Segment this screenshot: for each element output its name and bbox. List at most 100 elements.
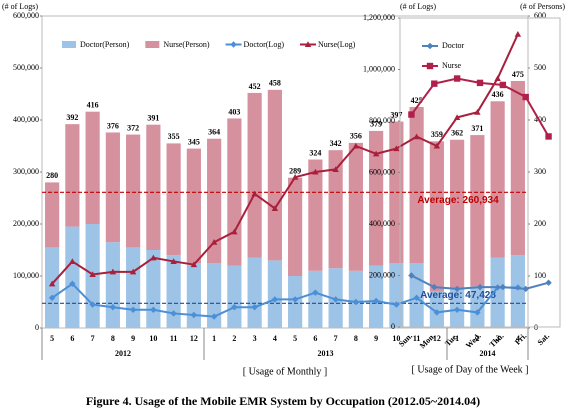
y-tick-label: 800,000 bbox=[369, 116, 395, 125]
marker bbox=[426, 62, 434, 70]
total-label: 392 bbox=[66, 113, 78, 122]
total-label: 280 bbox=[46, 171, 58, 180]
x-tick-label: 7 bbox=[334, 334, 338, 343]
y-tick-label: 1,200,000 bbox=[363, 13, 395, 22]
bar bbox=[510, 255, 525, 328]
bar bbox=[470, 286, 485, 328]
y-tick-label: 600,000 bbox=[369, 167, 395, 176]
x-tick-label: 4 bbox=[273, 334, 277, 343]
marker bbox=[48, 280, 56, 287]
x-tick-label: 6 bbox=[70, 334, 74, 343]
total-label: 371 bbox=[471, 124, 483, 133]
y-tick-label: 1,000,000 bbox=[363, 64, 395, 73]
marker bbox=[453, 75, 461, 82]
x-tick-label: 5 bbox=[50, 334, 54, 343]
total-label: 452 bbox=[249, 82, 261, 91]
marker bbox=[150, 306, 157, 313]
bar bbox=[126, 134, 141, 248]
y-tick-label: 500,000 bbox=[13, 63, 39, 72]
bar bbox=[105, 132, 120, 243]
marker bbox=[352, 298, 360, 306]
marker bbox=[494, 75, 501, 81]
marker bbox=[332, 296, 339, 303]
x-tick-label: 2 bbox=[232, 334, 236, 343]
marker bbox=[413, 133, 420, 140]
marker bbox=[304, 41, 312, 48]
marker bbox=[522, 285, 529, 293]
marker bbox=[372, 297, 380, 305]
marker bbox=[170, 310, 177, 317]
x-tick-label: Sat. bbox=[536, 331, 552, 347]
x-tick-label: 9 bbox=[131, 334, 135, 343]
marker bbox=[431, 80, 438, 87]
marker bbox=[408, 272, 415, 279]
x-tick-label: 3 bbox=[496, 334, 500, 343]
bar bbox=[308, 159, 323, 271]
marker bbox=[499, 81, 507, 89]
marker bbox=[170, 258, 177, 264]
marker bbox=[514, 31, 522, 37]
marker bbox=[453, 114, 461, 120]
marker bbox=[499, 283, 507, 291]
line bbox=[51, 33, 519, 285]
total-label: 324 bbox=[309, 148, 321, 157]
total-label: 436 bbox=[492, 90, 504, 99]
marker bbox=[408, 111, 415, 118]
total-label: 359 bbox=[431, 130, 443, 139]
marker bbox=[476, 283, 484, 291]
x-tick-label: 1 bbox=[455, 334, 459, 343]
bar bbox=[85, 111, 100, 224]
x-tick-label: 1 bbox=[212, 334, 216, 343]
marker bbox=[312, 289, 319, 296]
marker bbox=[109, 268, 117, 275]
year-label: 2014 bbox=[480, 349, 496, 358]
bar bbox=[105, 242, 120, 328]
marker bbox=[431, 283, 438, 291]
total-label: 345 bbox=[188, 137, 200, 146]
marker bbox=[291, 174, 299, 180]
x-tick-label: 7 bbox=[91, 334, 95, 343]
year-label: 2012 bbox=[115, 349, 131, 358]
y-axis-title: (# of Logs) bbox=[2, 2, 38, 11]
marker bbox=[48, 294, 56, 302]
marker bbox=[393, 301, 400, 308]
x-tick-label: 12 bbox=[190, 334, 198, 343]
marker bbox=[291, 296, 299, 303]
bar bbox=[470, 135, 485, 287]
marker bbox=[210, 313, 218, 320]
legend-label: Nurse bbox=[442, 61, 462, 70]
bar bbox=[308, 270, 323, 328]
bar bbox=[186, 263, 201, 328]
total-label: 379 bbox=[370, 120, 382, 129]
bar bbox=[166, 143, 181, 256]
marker bbox=[231, 304, 238, 311]
y2-tick-label: 600 bbox=[534, 11, 546, 20]
bar bbox=[348, 142, 363, 271]
marker bbox=[251, 190, 258, 197]
x-tick-label: 11 bbox=[413, 334, 421, 343]
total-label: 362 bbox=[451, 129, 463, 138]
marker bbox=[312, 168, 319, 175]
y2-axis-title: (# of Persons) bbox=[520, 2, 565, 11]
bar bbox=[45, 247, 60, 328]
bar bbox=[288, 177, 303, 276]
y-tick-label: 400,000 bbox=[13, 115, 39, 124]
line bbox=[51, 282, 518, 318]
total-label: 355 bbox=[168, 132, 180, 141]
x-tick-label: 8 bbox=[111, 334, 115, 343]
y2-tick-label: 400 bbox=[534, 115, 546, 124]
y-tick-label: 0 bbox=[391, 322, 395, 331]
x-tick-label: 6 bbox=[313, 334, 317, 343]
bar bbox=[450, 139, 465, 289]
y-tick-label: 100,000 bbox=[13, 271, 39, 280]
total-label: 364 bbox=[208, 128, 220, 137]
x-tick-label: 10 bbox=[392, 334, 400, 343]
bar bbox=[267, 89, 282, 261]
marker bbox=[129, 306, 137, 313]
x-tick-label: 8 bbox=[354, 334, 358, 343]
bar bbox=[186, 148, 201, 263]
year-label: 2013 bbox=[318, 349, 334, 358]
bar bbox=[247, 92, 262, 258]
bar bbox=[510, 81, 525, 256]
y-tick-label: 200,000 bbox=[13, 219, 39, 228]
